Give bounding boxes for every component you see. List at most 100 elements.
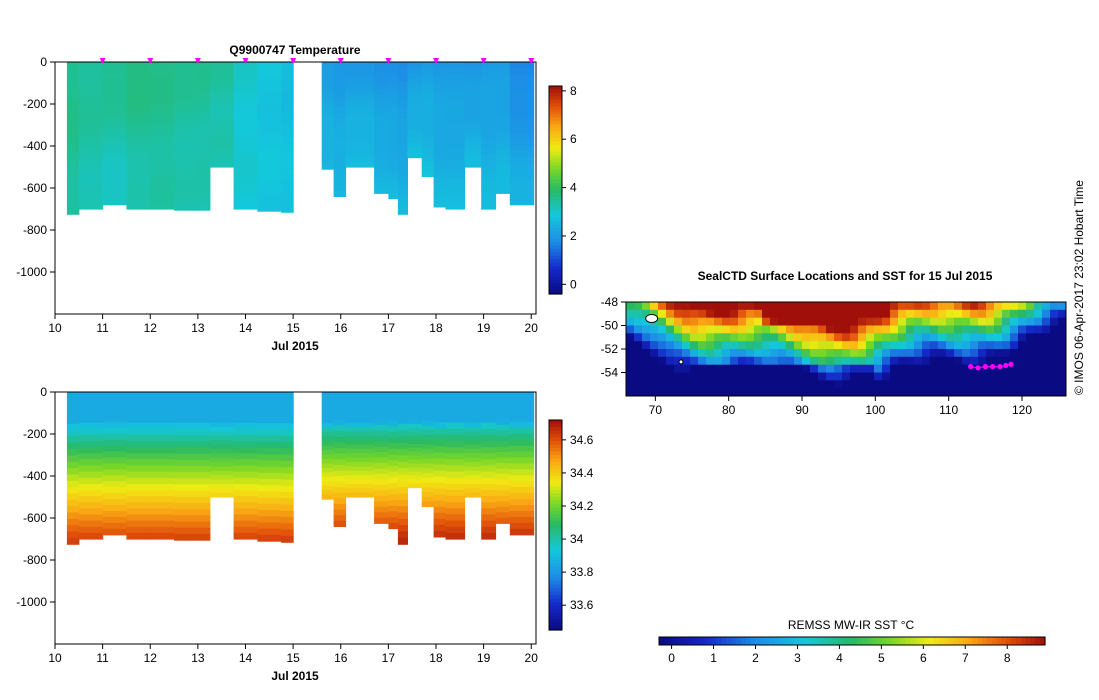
colorbar-segment — [549, 217, 562, 222]
sst-cell — [946, 341, 955, 350]
profile-cell — [333, 95, 347, 102]
colorbar-segment — [549, 269, 562, 274]
profile-cell — [333, 62, 347, 69]
profile-column — [174, 62, 199, 211]
sst-cell — [1050, 302, 1059, 311]
profile-cell — [464, 153, 482, 159]
sst-cell — [626, 356, 635, 366]
profile-cell — [421, 143, 435, 149]
profile-cell — [197, 533, 211, 541]
sst-cell — [642, 302, 651, 311]
sst-cell — [882, 317, 891, 327]
sst-cell — [930, 372, 939, 381]
profile-cell — [509, 157, 535, 164]
profile-cell — [257, 466, 282, 474]
sst-cell — [682, 380, 691, 389]
profile-cell — [464, 413, 482, 419]
sst-cell — [826, 302, 835, 311]
sst-cell — [858, 364, 867, 374]
sst-cell — [794, 309, 803, 319]
sst-cell — [986, 349, 995, 358]
profile-column — [481, 392, 497, 540]
profile-cell — [495, 402, 511, 409]
profile-cell — [78, 453, 104, 460]
colorbar-segment — [827, 637, 834, 645]
profile-cell — [102, 85, 127, 93]
sst-cell — [826, 356, 835, 366]
profile-cell — [421, 171, 435, 178]
profile-cell — [407, 400, 423, 405]
profile-cell — [150, 68, 175, 75]
profile-cell — [281, 155, 294, 163]
profile-cell — [374, 78, 389, 85]
profile-cell — [407, 77, 423, 83]
profile-cell — [209, 470, 235, 476]
profile-cell — [397, 518, 408, 526]
sst-cell — [658, 309, 667, 319]
sst-cell — [746, 388, 755, 396]
profile-cell — [66, 106, 80, 114]
colorbar-tick-label: 4 — [836, 651, 843, 665]
profile-cell — [509, 121, 535, 129]
sst-cell — [922, 309, 931, 319]
sst-cell — [762, 309, 771, 319]
profile-cell — [433, 452, 447, 459]
profile-cell — [197, 521, 211, 529]
profile-cell — [374, 430, 389, 437]
track-point — [1003, 362, 1009, 369]
sst-cell — [722, 380, 731, 389]
profile-cell — [445, 483, 466, 491]
profile-cell — [421, 100, 435, 106]
colorbar-segment — [549, 248, 562, 253]
sst-cell — [690, 356, 699, 366]
profile-cell — [397, 531, 408, 539]
sst-cell — [962, 341, 971, 350]
profile-cell — [333, 123, 347, 130]
sst-cell — [1018, 349, 1027, 358]
sst-cell — [1042, 364, 1051, 374]
sst-cell — [754, 388, 763, 396]
profile-cell — [421, 487, 435, 493]
profile-cell — [233, 502, 258, 509]
sst-cell — [994, 317, 1003, 327]
profile-cell — [257, 186, 282, 194]
profile-cell — [445, 441, 466, 448]
profile-cell — [388, 465, 399, 473]
profile-cell — [209, 118, 235, 124]
profile-cell — [481, 520, 497, 528]
profile-cell — [281, 535, 294, 543]
profile-cell — [374, 62, 389, 69]
profile-cell — [397, 182, 408, 190]
profile-cell — [233, 416, 258, 424]
sst-cell — [762, 333, 771, 342]
colorbar-segment — [549, 162, 562, 167]
sst-cell — [682, 309, 691, 319]
profile-cell — [233, 166, 258, 173]
profile-cell — [209, 418, 235, 424]
sst-cell — [738, 364, 747, 374]
sst-cell — [626, 333, 635, 342]
sst-cell — [1002, 388, 1011, 396]
colorbar-tick-label: 34 — [570, 532, 584, 546]
profile-cell — [209, 70, 235, 76]
sst-cell — [674, 388, 683, 396]
sst-cell — [794, 349, 803, 358]
sst-cell — [754, 333, 763, 342]
colorbar-segment — [549, 539, 562, 544]
sst-cell — [770, 364, 779, 374]
colorbar-segment — [549, 183, 562, 188]
sst-cell — [1034, 372, 1043, 381]
sst-cell — [690, 380, 699, 389]
sst-cell — [898, 364, 907, 374]
profile-cell — [174, 484, 199, 492]
profile-cell — [433, 506, 447, 514]
colorbar-segment — [549, 255, 562, 260]
profile-cell — [257, 392, 282, 399]
profile-cell — [321, 405, 335, 411]
profile-cell — [509, 397, 535, 405]
colorbar-segment — [549, 228, 562, 233]
profile-cell — [126, 398, 151, 405]
profile-cell — [464, 453, 482, 459]
profile-cell — [233, 86, 258, 94]
profile-cell — [174, 92, 199, 100]
